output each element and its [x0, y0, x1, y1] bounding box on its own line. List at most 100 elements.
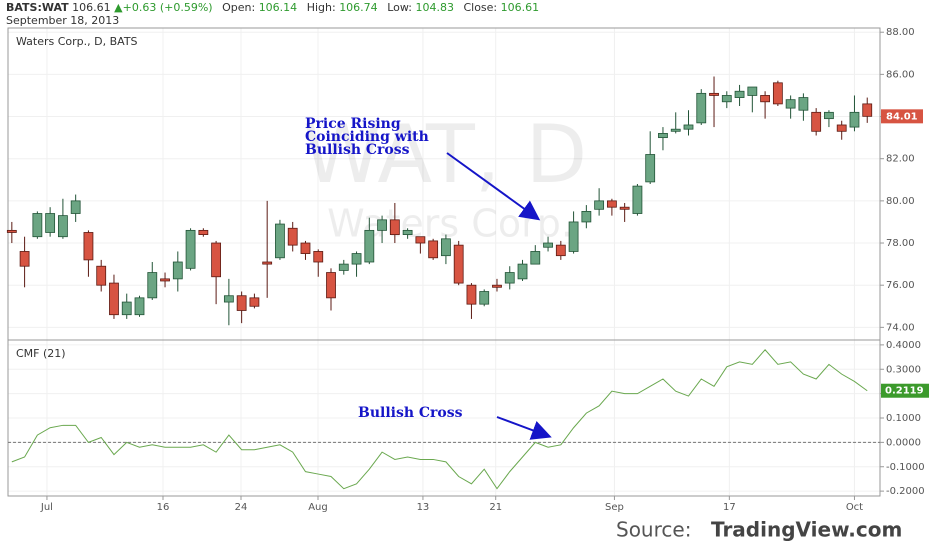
candle-body	[441, 238, 451, 257]
candle-body	[70, 200, 81, 214]
candle-body	[862, 103, 873, 117]
candle-body	[83, 232, 94, 261]
up-icon: ▲	[114, 1, 123, 14]
y-tick-label: 88.00	[886, 27, 915, 38]
annotation-arrow	[446, 152, 541, 221]
price: 106.61	[72, 1, 111, 14]
annotation: Bullish Cross	[305, 142, 410, 158]
annotation: Price Rising	[305, 116, 401, 132]
candle-body	[185, 229, 196, 269]
x-tick-label: Sep	[605, 502, 624, 513]
x-tick-label: 17	[723, 502, 736, 513]
candle-body	[479, 291, 490, 305]
y-tick-label: 82.00	[886, 154, 915, 165]
date: September 18, 2013	[6, 14, 120, 27]
field-label: Open:	[222, 1, 256, 14]
candle-body	[734, 90, 745, 98]
y-tick-label: -0.1000	[886, 462, 925, 473]
candle-body	[772, 82, 783, 105]
field-label: High:	[306, 1, 336, 14]
candle-body	[249, 297, 260, 307]
candle-body	[364, 229, 375, 263]
candle-body	[32, 213, 43, 238]
x-tick-label: 24	[235, 502, 248, 513]
candle-body	[594, 200, 605, 210]
x-tick-label: 21	[489, 502, 502, 513]
candle-body	[670, 128, 681, 132]
y-tick-label: 0.0000	[886, 437, 921, 448]
candle-body	[798, 97, 809, 111]
candle-body	[658, 133, 668, 139]
candle-body	[389, 219, 400, 235]
candle-body	[709, 92, 719, 96]
candle-body	[760, 95, 770, 103]
candle-body	[619, 206, 630, 210]
chart-title: CMF (21)	[16, 347, 66, 360]
candle-body	[632, 185, 643, 214]
x-tick-label: Jul	[40, 502, 53, 513]
chart-title: Waters Corp., D, BATS	[16, 35, 138, 48]
candle-body	[57, 215, 68, 238]
cmf-line	[11, 348, 868, 490]
candle-body	[19, 251, 30, 267]
candle-body	[223, 295, 234, 303]
source-label: Source:	[616, 518, 691, 542]
field-value: 106.14	[258, 1, 298, 14]
last-value-label: 0.2119	[885, 386, 924, 397]
y-tick-label: 0.1000	[886, 413, 921, 424]
candle-body	[6, 229, 17, 233]
candle-body	[747, 86, 758, 96]
field-value: 106.61	[500, 1, 540, 14]
y-tick-label: 0.3000	[886, 364, 921, 375]
annotation-arrow	[496, 416, 552, 440]
candle-body	[211, 242, 222, 278]
symbol: BATS:WAT	[6, 1, 69, 14]
header: BATS:WAT 106.61 ▲+0.63 (+0.59%) Open: 10…	[6, 1, 539, 27]
candle-body	[275, 223, 285, 259]
x-tick-label: Oct	[846, 502, 863, 513]
annotation: Bullish Cross	[358, 405, 463, 421]
x-tick-label: Aug	[308, 502, 328, 513]
candle-body	[581, 211, 592, 223]
candle-body	[262, 261, 273, 265]
candle-body	[313, 251, 324, 263]
candle-body	[351, 253, 362, 265]
y-tick-label: 80.00	[886, 196, 915, 207]
candle-body	[530, 251, 541, 265]
candle-body	[543, 242, 553, 248]
y-tick-label: 86.00	[886, 69, 915, 80]
candle-body	[326, 272, 336, 299]
last-value-box	[881, 383, 929, 398]
candle-body	[606, 200, 617, 208]
change: +0.63 (+0.59%)	[122, 1, 213, 14]
annotation: Coinciding with	[305, 129, 429, 145]
field-label: Low:	[387, 1, 412, 14]
candle-body	[415, 236, 426, 244]
y-tick-label: -0.2000	[886, 486, 925, 497]
candle-body	[121, 301, 132, 316]
candle-body	[300, 242, 311, 254]
candle-body	[721, 95, 732, 103]
candle-body	[338, 263, 349, 271]
candle-body	[172, 261, 183, 280]
x-tick-label: 16	[157, 502, 170, 513]
x-tick-label: 13	[417, 502, 430, 513]
candle-body	[555, 244, 566, 257]
y-tick-label: 74.00	[886, 322, 915, 333]
candle-body	[785, 99, 796, 109]
candle-body	[849, 111, 860, 128]
candle-body	[568, 221, 579, 252]
candle-body	[453, 244, 464, 284]
plot-frame	[7, 27, 881, 497]
candle-body	[377, 219, 387, 231]
candle-body	[402, 229, 413, 235]
candle-body	[517, 263, 528, 280]
candle-body	[236, 295, 247, 311]
candle-body	[696, 92, 707, 124]
fields: Open: 106.14 High: 106.74 Low: 104.83 Cl…	[216, 1, 539, 14]
candle-body	[160, 278, 170, 282]
candle-body	[45, 213, 56, 233]
candle-body	[492, 284, 502, 288]
